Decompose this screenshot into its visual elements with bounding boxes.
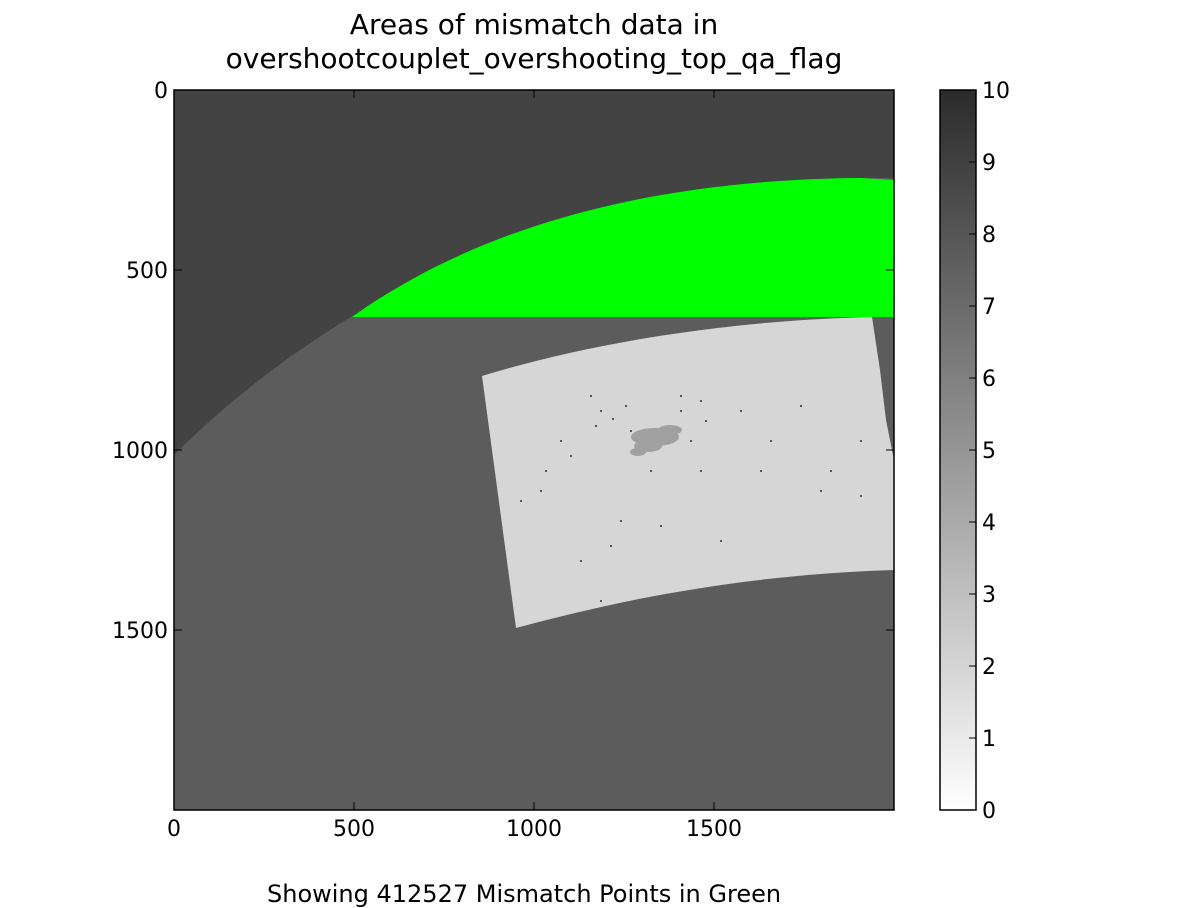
swath-speck: [545, 470, 547, 472]
swath-speck: [595, 425, 597, 427]
swath-speck: [540, 490, 542, 492]
swath-speck: [630, 430, 632, 432]
swath-speck: [700, 400, 702, 402]
colorbar-tick-label: 2: [982, 655, 996, 680]
x-tick-label: 1000: [506, 817, 562, 842]
x-tick-label: 500: [333, 817, 375, 842]
swath-speck: [690, 440, 692, 442]
region-mismatch: [352, 178, 894, 317]
colorbar-tick-label: 8: [982, 223, 996, 248]
swath-speck: [700, 470, 702, 472]
swath-speck: [800, 405, 802, 407]
swath-speck: [720, 540, 722, 542]
swath-detail: [520, 395, 862, 602]
swath-speck: [830, 470, 832, 472]
y-tick-label: 0: [154, 79, 168, 104]
colorbar-tick-label: 6: [982, 367, 996, 392]
chart-title-line-1: Areas of mismatch data in: [349, 8, 719, 41]
swath-speck: [580, 560, 582, 562]
colorbar: 0 1 2 3 4 5 6 7 8 9 10: [939, 79, 1010, 824]
swath-speck: [600, 600, 602, 602]
swath-speck: [705, 420, 707, 422]
colorbar-tick-label: 3: [982, 583, 996, 608]
colorbar-tick-label: 0: [982, 799, 996, 824]
axes: 0 500 1000 1500 0 500 1000 1500: [112, 79, 894, 842]
swath-speck: [860, 495, 862, 497]
swath-speck: [740, 410, 742, 412]
y-tick-label: 500: [126, 259, 168, 284]
swath-speck: [660, 525, 662, 527]
swath-speck: [650, 470, 652, 472]
plot-image: [174, 90, 894, 810]
swath-speck: [680, 410, 682, 412]
colorbar-tick-label: 10: [982, 79, 1010, 104]
swath-speck: [590, 395, 592, 397]
colorbar-tick-label: 4: [982, 511, 996, 536]
swath-speck: [520, 500, 522, 502]
swath-speck: [820, 490, 822, 492]
region-data-swath: [482, 317, 894, 628]
swath-speck: [860, 440, 862, 442]
x-axis-caption: Showing 412527 Mismatch Points in Green: [267, 880, 782, 908]
colorbar-tick-label: 1: [982, 727, 996, 752]
chart-title-line-2: overshootcouplet_overshooting_top_qa_fla…: [225, 42, 843, 75]
swath-speck: [612, 418, 614, 420]
swath-speck: [560, 440, 562, 442]
swath-speck: [600, 410, 602, 412]
colorbar-tick-label: 5: [982, 439, 996, 464]
y-tick-label: 1000: [112, 439, 168, 464]
swath-blob: [658, 425, 682, 435]
swath-speck: [610, 545, 612, 547]
swath-blob: [630, 448, 646, 456]
swath-speck: [625, 405, 627, 407]
x-tick-label: 1500: [686, 817, 742, 842]
colorbar-tick-label: 9: [982, 151, 996, 176]
colorbar-tick-label: 7: [982, 295, 996, 320]
y-tick-label: 1500: [112, 619, 168, 644]
x-tick-label: 0: [167, 817, 181, 842]
swath-speck: [770, 440, 772, 442]
swath-speck: [680, 395, 682, 397]
swath-speck: [570, 455, 572, 457]
swath-speck: [760, 470, 762, 472]
swath-speck: [620, 520, 622, 522]
